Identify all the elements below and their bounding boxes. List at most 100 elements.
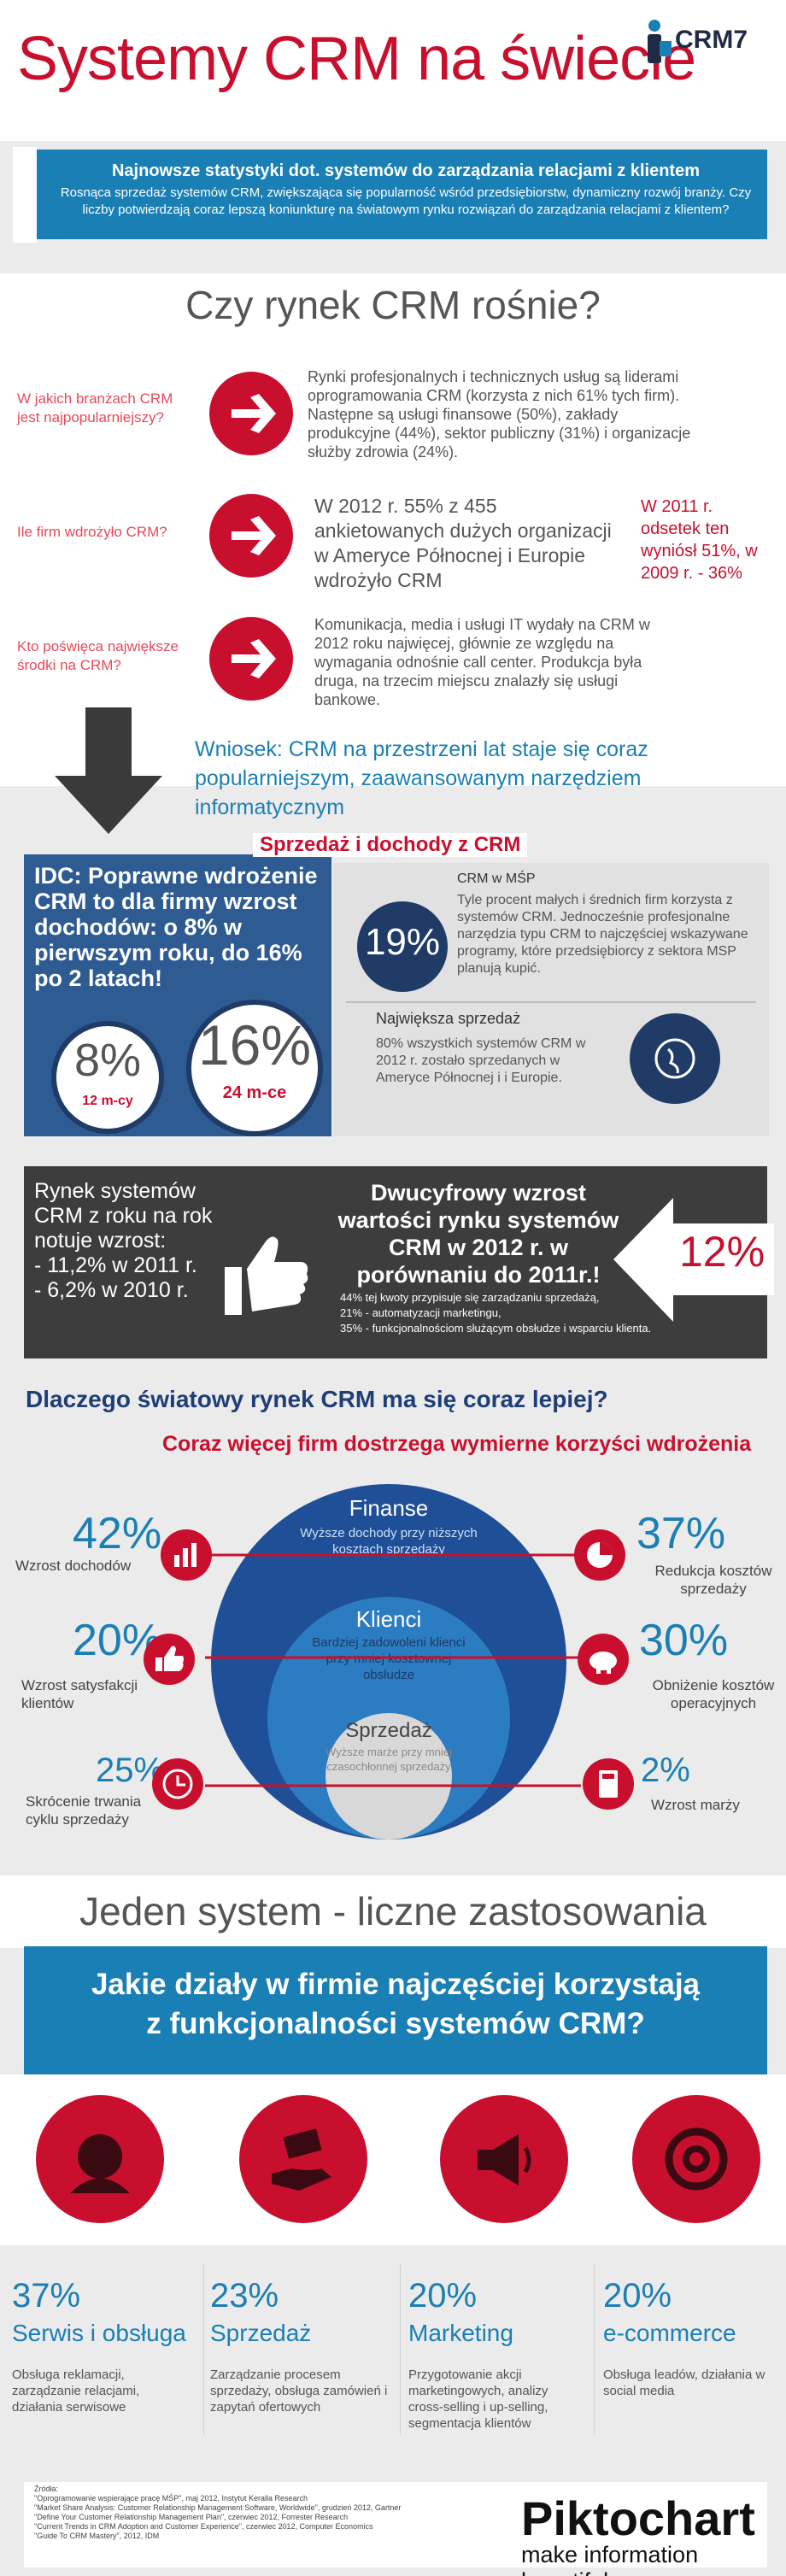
sales-title: Sprzedaż i dochody z CRM: [253, 833, 528, 857]
money-hand-icon: [239, 2095, 367, 2223]
sme-circle: [357, 901, 448, 992]
benefit-label: Redukcja kosztów sprzedaży: [654, 1563, 772, 1597]
section-heading: Czy rynek CRM rośnie?: [185, 283, 601, 327]
benefit-label: Wzrost marży: [651, 1797, 740, 1813]
growth-text: - 6,2% w 2010 r.: [34, 1278, 189, 1302]
piggy-bank-icon: [578, 1634, 629, 1685]
dept-value: 20%: [603, 2277, 672, 2315]
stat-label: 24 m-ce: [222, 1083, 287, 1102]
dept-desc: Przygotowanie akcji marketingowych, anal…: [408, 2368, 548, 2431]
divider: [346, 1001, 756, 1003]
pie-chart-icon: [574, 1529, 625, 1581]
piktochart-logo[interactable]: Piktochart: [521, 2491, 755, 2545]
dept-value: 20%: [408, 2277, 478, 2315]
departments-heading: Jeden system - liczne zastosowania: [79, 1889, 707, 1933]
dept-desc: Obsługa reklamacji, zarządzanie relacjam…: [12, 2368, 140, 2415]
dept-name: e-commerce: [603, 2320, 736, 2346]
arrow-icon: [209, 494, 293, 578]
chart-icon: [161, 1529, 212, 1581]
source-item: "Market Share Analysis: Customer Relatio…: [34, 2503, 402, 2512]
stat-circle: [51, 1021, 164, 1134]
arrow-icon: [209, 617, 293, 701]
growth-notes: 44% tej kwoty przypisuje się zarządzaniu…: [340, 1290, 699, 1336]
clock-icon: [152, 1758, 203, 1810]
footer: [24, 2482, 767, 2567]
growth-value: 12%: [678, 1228, 765, 1276]
source-item: "Define Your Customer Relationship Manag…: [34, 2513, 349, 2521]
growth-note: 35% - funkcjonalnościom służącym obsłudz…: [340, 1322, 652, 1335]
source-item: "Oprogramowanie wspierające pracę MŚP", …: [34, 2494, 308, 2503]
benefit-value: 30%: [639, 1616, 729, 1665]
dept-value: 37%: [12, 2277, 81, 2315]
source-item: "Current Trends in CRM Adoption and Cust…: [34, 2522, 373, 2531]
question-label: W jakich branżach CRM jest najpopularnie…: [17, 390, 173, 425]
ring-text: Wyższe dochody przy niższych kosztach sp…: [300, 1526, 478, 1557]
benefit-label: Skrócenie trwania cyklu sprzedaży: [26, 1793, 142, 1828]
calculator-icon: [583, 1758, 634, 1810]
globe-icon: [630, 1013, 720, 1104]
benefit-label: Wzrost dochodów: [15, 1558, 132, 1574]
left-arrow-shape: [613, 1198, 776, 1322]
at-sign-icon: [632, 2095, 760, 2223]
question-answer: Komunikacja, media i usługi IT wydały na…: [314, 616, 650, 708]
departments-banner: [24, 1946, 767, 2074]
banner-subtitle: Rosnąca sprzedaż systemów CRM, zwiększaj…: [60, 185, 752, 217]
question-label: Ile firm wdrożyło CRM?: [17, 524, 167, 540]
question-answer: W 2012 r. 55% z 455 ankietowanych dużych…: [314, 495, 612, 591]
benefit-value: 42%: [73, 1509, 162, 1558]
thumbs-up-icon: [218, 1226, 312, 1320]
page-title: Systemy CRM na świecie: [17, 25, 696, 93]
ring-title: Sprzedaż: [345, 1719, 432, 1742]
departments-question: Jakie działy w firmie najczęściej korzys…: [24, 1965, 767, 2044]
ring-title: Klienci: [355, 1606, 422, 1632]
growth-left-text: Rynek systemów CRM z roku na rok notuje …: [34, 1179, 248, 1303]
crm7-logo: [642, 17, 771, 68]
benefit-value: 2%: [641, 1752, 690, 1789]
heading-band: [0, 1875, 786, 1948]
dept-desc: Zarządzanie procesem sprzedaży, obsługa …: [210, 2368, 388, 2415]
growth-note: 44% tej kwoty przypisuje się zarządzaniu…: [340, 1291, 600, 1304]
largest-text: 80% wszystkich systemów CRM w 2012 r. zo…: [376, 1036, 586, 1085]
benefit-label: Wzrost satysfakcji klientów: [21, 1677, 138, 1711]
stat-value: 16%: [197, 1013, 312, 1077]
departments-question-line: z funkcjonalności systemów CRM?: [146, 2007, 645, 2040]
growth-text: - 11,2% w 2011 r.: [34, 1253, 197, 1277]
dept-value: 23%: [210, 2277, 279, 2315]
idc-text: IDC: Poprawne wdrożenie CRM to dla firmy…: [34, 863, 318, 991]
dept-desc: Obsługa leadów, działania w social media: [603, 2368, 765, 2398]
stat-value: 8%: [73, 1035, 142, 1086]
ring-title: Finanse: [349, 1495, 429, 1521]
banner-notch: [13, 147, 37, 243]
stat-label: 12 m-cy: [82, 1094, 133, 1108]
headset-icon: [36, 2095, 164, 2223]
conclusion: Wniosek: CRM na przestrzeni lat staje si…: [195, 737, 648, 819]
departments-question-line: Jakie działy w firmie najczęściej korzys…: [91, 1968, 701, 2001]
column-divider: [203, 2264, 204, 2435]
arrow-icon: [209, 372, 293, 455]
benefit-value: 37%: [636, 1509, 726, 1558]
dept-name: Sprzedaż: [210, 2320, 312, 2346]
growth-text: Rynek systemów CRM z roku na rok notuje …: [34, 1179, 213, 1253]
person-icon: [648, 20, 672, 63]
dept-name: Marketing: [408, 2320, 513, 2346]
stat-circle: [186, 1000, 323, 1136]
thumbs-up-icon: [144, 1634, 195, 1685]
megaphone-icon: [440, 2095, 568, 2223]
sources-title: Źródła:: [34, 2485, 59, 2493]
dept-name: Serwis i obsługa: [12, 2320, 186, 2346]
source-item: "Guide To CRM Mastery", 2012, IDM: [34, 2532, 160, 2540]
connector-lines: [205, 1546, 581, 1794]
banner-title: Najnowsze statystyki dot. systemów do za…: [111, 161, 701, 180]
sources: Źródła: "Oprogramowanie wspierające prac…: [34, 2485, 487, 2541]
down-arrow-icon: [53, 707, 164, 836]
column-divider: [594, 2264, 595, 2435]
piktochart-tagline: make information beautiful: [521, 2542, 699, 2576]
sme-title: CRM w MŚP: [457, 871, 536, 886]
benefit-label: Obniżenie kosztów operacyjnych: [652, 1677, 775, 1711]
column-divider: [400, 2264, 401, 2435]
banner: [24, 150, 767, 239]
market-growth-section: [0, 273, 786, 786]
sme-value: 19%: [364, 921, 441, 963]
banner-content: Najnowsze statystyki dot. systemów do za…: [47, 158, 765, 235]
